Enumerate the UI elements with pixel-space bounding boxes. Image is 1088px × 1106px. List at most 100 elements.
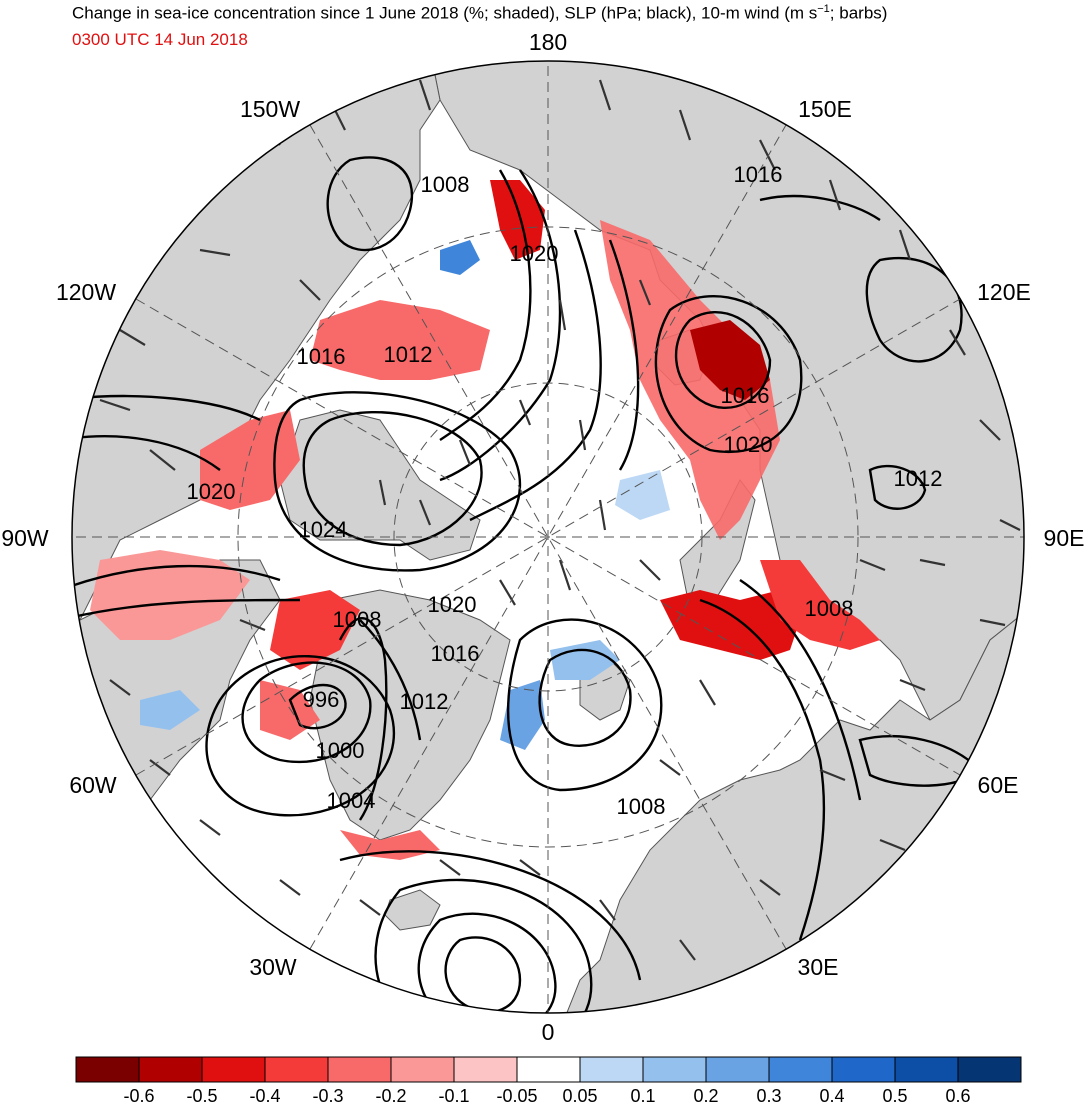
colorbar-tick-label: 0.2 — [693, 1086, 718, 1106]
slp-label: 1004 — [327, 788, 376, 813]
slp-contour — [506, 618, 663, 792]
lon-label-150w: 150W — [240, 96, 300, 122]
graticule — [72, 61, 1024, 1013]
wind-barb — [299, 279, 321, 301]
map-boundary — [71, 60, 1025, 1014]
lon-label-180: 180 — [529, 29, 567, 55]
meridian-30 — [309, 124, 787, 950]
ice-loss-barents — [760, 560, 880, 650]
colorbar-tick-label: 0.4 — [819, 1086, 844, 1106]
slp-contour — [417, 912, 557, 1013]
slp-label: 1020 — [428, 592, 477, 617]
wind-barb — [149, 449, 176, 471]
wind-barb — [859, 558, 886, 572]
wind-barb — [819, 768, 846, 782]
colorbar-box — [957, 1056, 1022, 1083]
lon-label-120w: 120W — [56, 279, 116, 305]
slp-label: 1012 — [894, 466, 943, 491]
wind-barb — [418, 499, 432, 526]
slp-label: 1008 — [421, 172, 470, 197]
wind-barb — [699, 679, 716, 706]
slp-label: 1016 — [721, 383, 770, 408]
colorbar-box — [516, 1056, 581, 1083]
wind-barb — [949, 329, 966, 356]
latitude-circle-80 — [393, 382, 703, 692]
colorbar-tick-label: 0.3 — [756, 1086, 781, 1106]
slp-contour — [865, 256, 963, 363]
wind-barb — [899, 678, 926, 692]
wind-barb — [598, 499, 607, 531]
title-suffix: ; barbs) — [829, 3, 888, 23]
slp-contour — [759, 194, 881, 221]
wind-barb — [418, 79, 432, 111]
wind-barb — [979, 618, 1006, 627]
colorbar-box — [327, 1056, 392, 1083]
colorbar-tick-label: -0.2 — [375, 1086, 406, 1106]
slp-contour — [444, 936, 522, 1013]
wind-barb — [239, 618, 266, 632]
wind-barb — [149, 759, 171, 776]
land-greenland — [309, 589, 511, 841]
colorbar: -0.6 -0.5 -0.4 -0.3 -0.2 -0.1 -0.05 0.05 0.1 0.2 0… — [75, 1056, 1022, 1106]
wind-barb — [639, 559, 661, 581]
wind-barb — [659, 759, 681, 776]
wind-barb — [679, 939, 696, 961]
colorbar-tick-label: -0.05 — [496, 1086, 537, 1106]
slp-contour-labels: 1008 1016 1020 1016 1012 1016 1020 1012 … — [187, 162, 943, 819]
wind-barb — [439, 859, 461, 876]
wind-barb — [259, 119, 281, 146]
slp-label: 1020 — [187, 479, 236, 504]
slp-label: 1012 — [400, 689, 449, 714]
colorbar-box — [201, 1056, 266, 1083]
wind-barb — [919, 558, 946, 567]
colorbar-box — [264, 1056, 329, 1083]
slp-contour — [654, 295, 803, 454]
wind-barb — [199, 248, 231, 257]
slp-contour — [72, 598, 301, 622]
wind-barb — [159, 199, 176, 231]
wind-barb — [519, 859, 541, 876]
ice-gain-labrador — [140, 690, 200, 730]
wind-barb — [558, 299, 567, 331]
slp-label: 1008 — [333, 607, 382, 632]
wind-barb — [518, 399, 532, 426]
slp-contour — [674, 310, 772, 410]
ice-gain-central — [615, 470, 670, 520]
colorbar-tick-label: 0.1 — [630, 1086, 655, 1106]
wind-barb — [359, 899, 381, 916]
lon-label-120e: 120E — [977, 279, 1031, 305]
title-prefix: Change in sea-ice concentration since 1 … — [72, 3, 818, 23]
colorbar-box — [768, 1056, 833, 1083]
slp-label: 1016 — [734, 162, 783, 187]
ice-loss-hudson-west — [90, 550, 250, 640]
map-disc — [72, 61, 1024, 1013]
ice-loss-east-siberian — [600, 220, 780, 540]
colorbar-box — [453, 1056, 518, 1083]
wind-barb — [638, 279, 652, 306]
slp-label: 1020 — [510, 241, 559, 266]
lon-label-90e: 90E — [1044, 525, 1085, 551]
slp-contour — [439, 169, 532, 441]
ice-loss-kara — [660, 590, 800, 660]
colorbar-tick-label: -0.1 — [438, 1086, 469, 1106]
longitude-labels: 180 150E 120E 90E 60E 30E 0 30W 60W 90W … — [1, 29, 1084, 1045]
colorbar-box — [831, 1056, 896, 1083]
wind-barb — [458, 439, 472, 466]
meridian-120 — [135, 298, 961, 776]
colorbar-box — [894, 1056, 959, 1083]
wind-barb — [279, 879, 301, 896]
map-title: Change in sea-ice concentration since 1 … — [72, 3, 887, 24]
wind-barb — [378, 479, 387, 506]
wind-barb — [828, 179, 842, 211]
slp-contour — [302, 410, 483, 547]
meridian-150 — [309, 124, 787, 950]
ice-gain-greenland-sea — [500, 680, 545, 750]
colorbar-tick-label: 0.6 — [945, 1086, 970, 1106]
colorbar-tick-label: 0.5 — [882, 1086, 907, 1106]
wind-barb — [598, 79, 612, 111]
slp-label: 1000 — [316, 738, 365, 763]
colorbar-tick-label: -0.3 — [312, 1086, 343, 1106]
slp-label: 996 — [303, 687, 340, 712]
slp-contour — [273, 391, 522, 572]
